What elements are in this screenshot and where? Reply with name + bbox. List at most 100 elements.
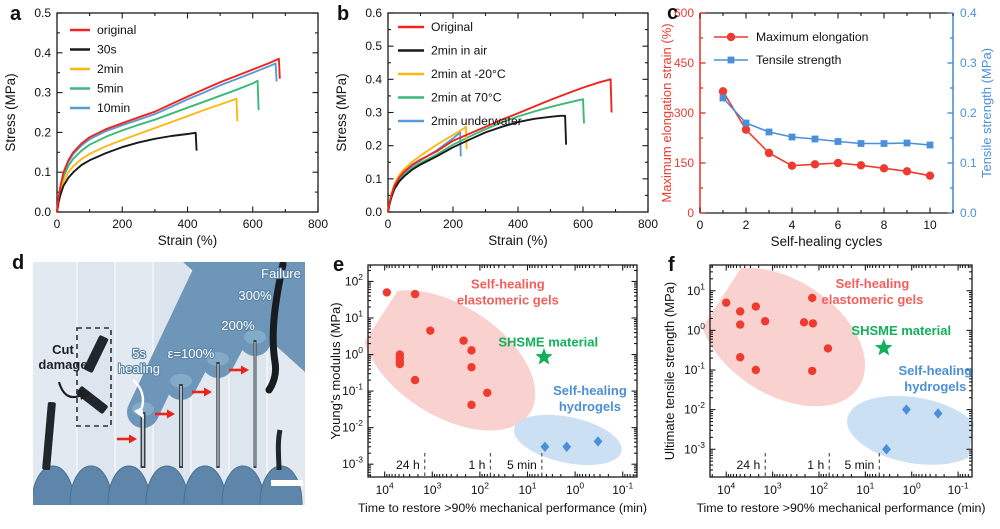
point-circle bbox=[726, 32, 736, 42]
point-circle bbox=[833, 158, 843, 168]
glove-fingers-top bbox=[127, 262, 305, 428]
x-axis-label: Time to restore >90% mechanical performa… bbox=[696, 501, 985, 515]
ticks bbox=[56, 12, 319, 213]
series-5min bbox=[56, 79, 260, 213]
x-axis-label: Self-healing cycles bbox=[771, 234, 883, 249]
photo-strip bbox=[77, 262, 115, 505]
point-circle bbox=[722, 298, 731, 307]
guide-label: 24 h bbox=[396, 458, 420, 472]
dashed-box bbox=[76, 327, 112, 427]
y-axis-label: Stress (MPa) bbox=[334, 73, 349, 151]
panel-e-letter: e bbox=[333, 254, 345, 276]
group-Self-healing-elastomeric-gels bbox=[722, 293, 833, 376]
guide-label: 1 h bbox=[807, 458, 824, 472]
legend-label: 5min bbox=[97, 82, 123, 96]
tick-label: 0.1 bbox=[34, 165, 51, 179]
tick-label: 101 bbox=[518, 481, 536, 498]
red-arrow-icon bbox=[204, 387, 212, 397]
tick-label: 100 bbox=[345, 345, 363, 362]
red-arrow-icon bbox=[241, 365, 249, 375]
hydrogels-region bbox=[847, 395, 982, 465]
panel-c: c 0 2 4 6 8 10 0 150 300 450 600 0.0 0.1 0.2 0.3 0.4 Max… bbox=[660, 0, 1000, 250]
annotation-label: elastomeric gels bbox=[821, 292, 923, 307]
y-axis-label: Young's modulus (MPa) bbox=[330, 302, 343, 439]
tick-label: 300 bbox=[674, 106, 694, 120]
guide-label: 5 min bbox=[844, 458, 874, 472]
failed-sample-remnant bbox=[275, 429, 283, 471]
strain-300-label: 300% bbox=[238, 288, 272, 303]
tick-label: 102 bbox=[345, 272, 363, 289]
series-Tensile-strength bbox=[722, 97, 931, 146]
cut-damage-label: Cut damage bbox=[38, 342, 87, 372]
tick-label: 800 bbox=[308, 217, 328, 231]
point-circle bbox=[395, 359, 405, 369]
healing-label: 5s healing bbox=[118, 346, 160, 376]
tick-label: 104 bbox=[376, 481, 394, 498]
point-circle bbox=[426, 326, 435, 335]
cut-piece-top bbox=[83, 335, 109, 373]
ticks bbox=[710, 265, 972, 478]
tick-label: 101 bbox=[856, 481, 874, 498]
point-circle bbox=[856, 161, 866, 170]
x-axis-label: Strain (%) bbox=[488, 233, 548, 248]
chart-b-stress-strain-conditions: 0 200 400 600 800 0.0 0.1 0.2 0.3 0.4 0.5 0.6 Origin… bbox=[334, 6, 658, 248]
tick-label: 0 bbox=[687, 206, 694, 220]
tick-label: 0.2 bbox=[365, 139, 382, 153]
tick-label: 0.0 bbox=[34, 205, 51, 219]
tick-label: 2 bbox=[743, 218, 750, 232]
point-circle bbox=[879, 164, 889, 173]
tick-label: 600 bbox=[243, 217, 263, 231]
left-axis-label: Maximum elongation strain (%) bbox=[660, 23, 674, 202]
tick-label: 10-1 bbox=[342, 382, 363, 399]
point-circle bbox=[787, 161, 797, 170]
tick-label: 0.1 bbox=[960, 156, 977, 170]
point-circle bbox=[467, 400, 476, 410]
point-square bbox=[742, 119, 750, 127]
guide-label: 24 h bbox=[737, 458, 761, 472]
tick-label: 102 bbox=[810, 481, 828, 498]
tick-label: 103 bbox=[423, 481, 441, 498]
tick-label: 200 bbox=[443, 217, 463, 231]
panel-a-letter: a bbox=[10, 3, 22, 25]
point-circle bbox=[807, 293, 817, 303]
chart-f-tensile-strength-comparison: 104 103 102 101 100 10-1 101 100 10-1 10-2 10-3 24 … bbox=[662, 264, 986, 515]
panel-f-letter: f bbox=[668, 254, 675, 276]
tick-label: 8 bbox=[881, 218, 888, 232]
point-circle bbox=[751, 302, 761, 311]
guide-label: 1 h bbox=[468, 458, 485, 472]
tick-label: 0.3 bbox=[34, 86, 51, 100]
strain-100-label: ε=100% bbox=[168, 346, 215, 361]
tick-label: 4 bbox=[789, 218, 796, 232]
tick-label: 0 bbox=[54, 217, 61, 231]
red-junction-arrows bbox=[117, 365, 249, 444]
elastomeric-gels-region bbox=[699, 267, 866, 407]
series-original bbox=[56, 57, 281, 213]
tick-label: 0.2 bbox=[960, 106, 977, 120]
tick-label: 0.4 bbox=[365, 72, 382, 86]
panel-e: e 104 103 102 101 100 10-1 102 101 100 10-1 10-2 10… bbox=[330, 250, 670, 529]
right-ticks bbox=[947, 12, 953, 214]
photo-labels: 5s healing ε=100% 200% 300% Failure bbox=[117, 265, 302, 377]
tick-label: 0.6 bbox=[365, 6, 382, 20]
tick-label: 103 bbox=[764, 481, 782, 498]
tick-label: 6 bbox=[835, 218, 842, 232]
group-Self-healing-hydrogels bbox=[882, 404, 943, 455]
tick-label: 0.4 bbox=[34, 46, 51, 60]
chart-e-youngs-modulus-comparison: 104 103 102 101 100 10-1 102 101 100 10-1 10-2 10-3… bbox=[330, 264, 647, 515]
legend-label: Original bbox=[431, 20, 473, 34]
plot-frame bbox=[709, 264, 973, 478]
x-axis-label: Strain (%) bbox=[158, 233, 218, 248]
strain-200-label: 200% bbox=[221, 318, 255, 333]
point-circle bbox=[483, 388, 492, 397]
legend-label: 2min at -20°C bbox=[431, 67, 506, 81]
point-star bbox=[535, 347, 553, 365]
tick-label: 0 bbox=[697, 218, 704, 232]
ticks bbox=[368, 265, 637, 477]
point-square bbox=[811, 135, 819, 143]
legend-label: 10min bbox=[97, 101, 130, 115]
elastomeric-gels-region bbox=[362, 290, 536, 431]
tick-label: 0.4 bbox=[960, 6, 977, 20]
hydrogels-region bbox=[513, 414, 622, 466]
broken-sample-ribbon bbox=[265, 262, 287, 394]
